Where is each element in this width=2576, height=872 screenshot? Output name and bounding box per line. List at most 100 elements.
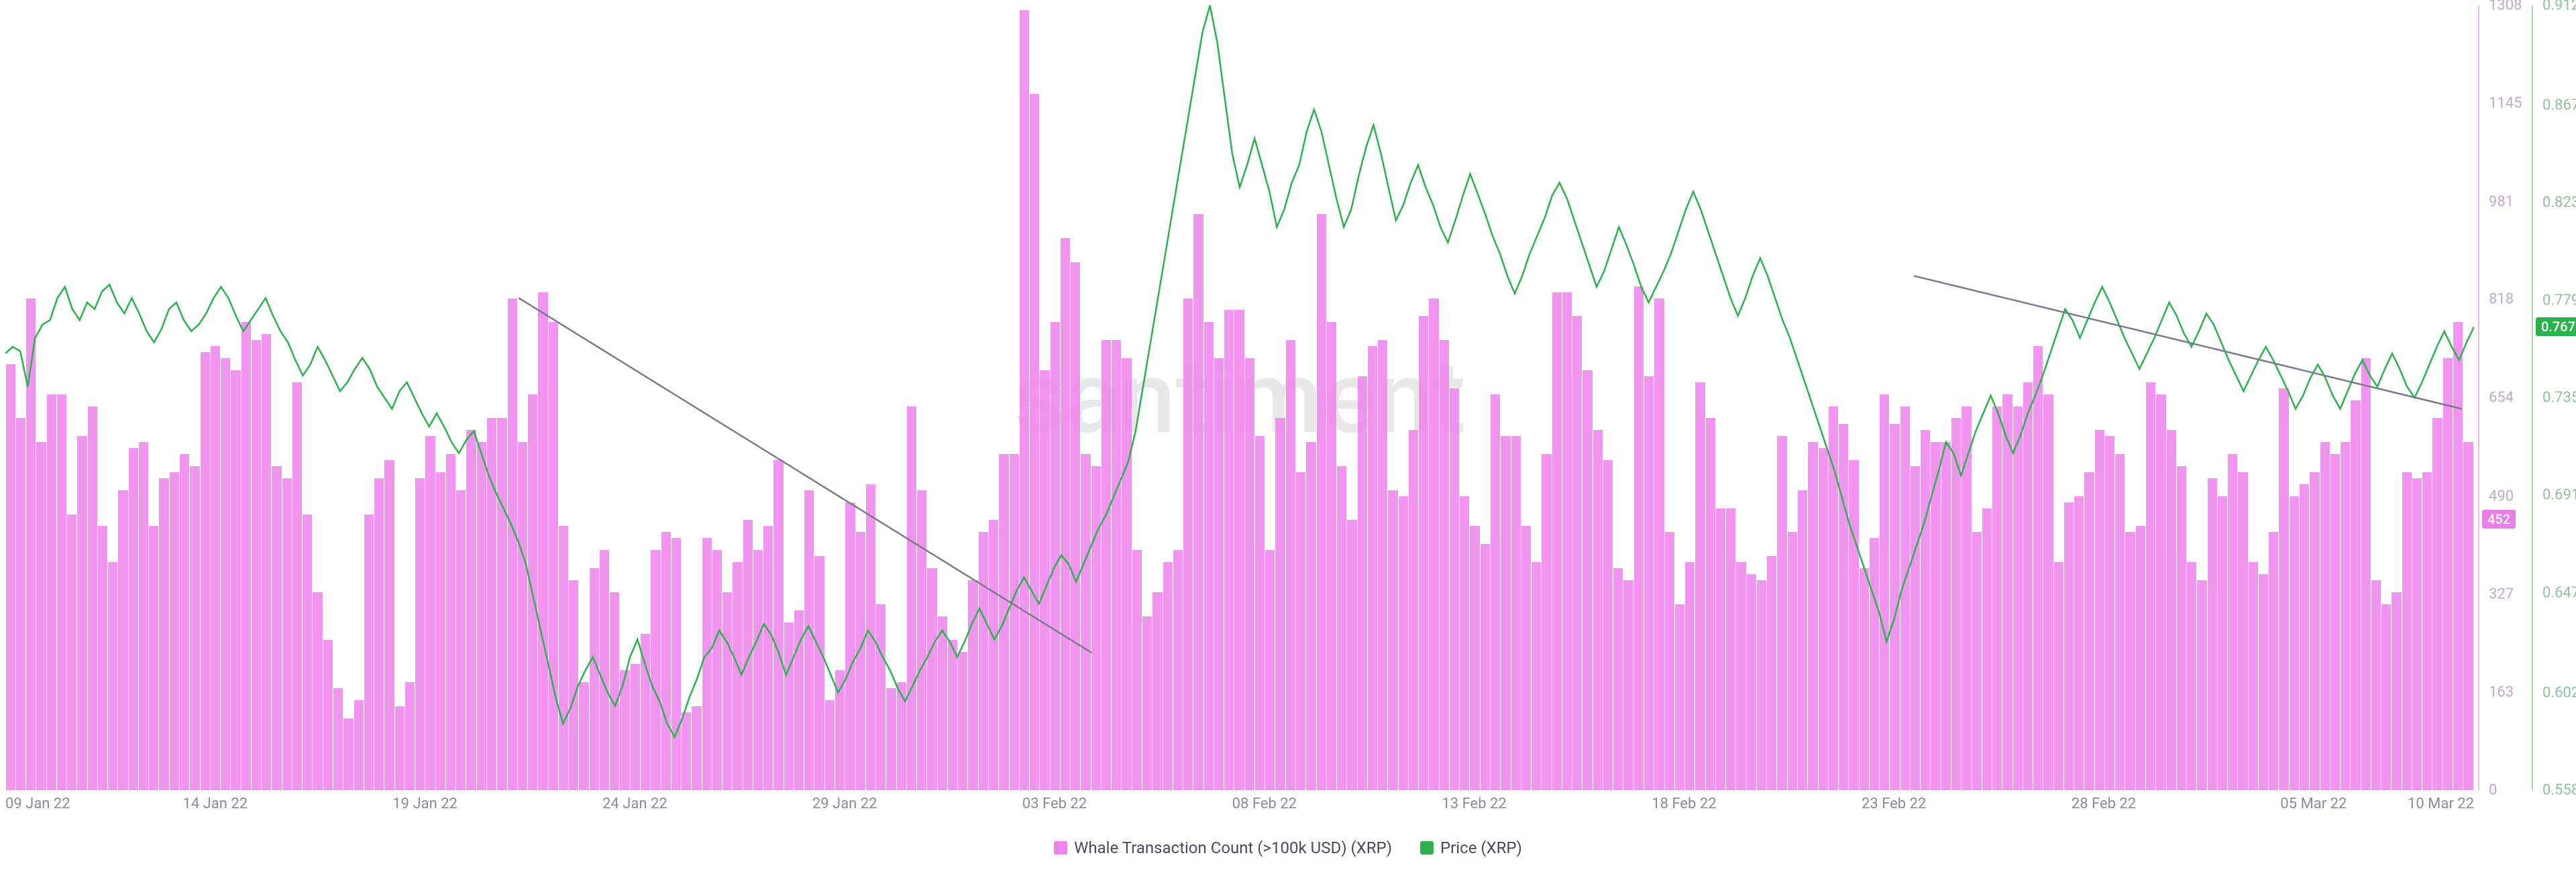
- bar: [47, 394, 56, 790]
- bar: [1562, 292, 1572, 790]
- bar: [2392, 592, 2401, 790]
- bar: [620, 670, 629, 790]
- bar: [2453, 322, 2463, 790]
- bar: [2279, 388, 2288, 790]
- x-axis-tick: 03 Feb 22: [1022, 796, 1087, 812]
- bar: [477, 442, 486, 790]
- bar: [1378, 340, 1387, 790]
- bar: [1368, 346, 1377, 790]
- price-axis-tick: 0.602: [2542, 684, 2576, 701]
- price-axis-tick: 0.735: [2542, 390, 2576, 406]
- bar: [1829, 406, 1838, 790]
- bar: [692, 706, 701, 790]
- bar: [1051, 322, 1060, 790]
- bar: [2218, 496, 2227, 790]
- bar: [979, 532, 988, 790]
- bar: [1163, 562, 1173, 790]
- bar: [1747, 574, 1756, 790]
- legend-swatch-bars: [1054, 841, 1067, 855]
- bar: [773, 460, 783, 790]
- bar: [999, 454, 1008, 790]
- bar: [825, 700, 835, 790]
- bar: [2095, 430, 2104, 790]
- bar: [1808, 442, 1817, 790]
- bar: [1399, 496, 1408, 790]
- bar: [1870, 538, 1879, 790]
- legend-label-bars: Whale Transaction Count (>100k USD) (XRP…: [1074, 838, 1392, 857]
- price-y-axis: 0.5580.6020.6470.6910.7350.7790.8230.867…: [2536, 5, 2576, 790]
- bar: [2105, 436, 2114, 790]
- bar: [672, 538, 681, 790]
- bar: [1142, 616, 1152, 790]
- bar: [1716, 508, 1725, 790]
- bar: [794, 610, 804, 790]
- price-axis-tick: 0.647: [2542, 584, 2576, 601]
- x-axis-tick: 13 Feb 22: [1442, 796, 1506, 812]
- x-axis-tick: 18 Feb 22: [1652, 796, 1716, 812]
- bar: [968, 580, 977, 790]
- bar: [1132, 550, 1142, 790]
- bar: [1931, 442, 1940, 790]
- bar: [139, 442, 148, 790]
- bar: [1695, 382, 1705, 790]
- bar: [1890, 424, 1899, 790]
- bar: [907, 406, 916, 790]
- bar: [1102, 340, 1111, 790]
- bar: [1900, 406, 1910, 790]
- price-axis-tick: 0.558: [2542, 782, 2576, 799]
- bar: [661, 532, 671, 790]
- bar: [1839, 424, 1848, 790]
- bar: [1081, 454, 1090, 790]
- bar: [1429, 298, 1438, 790]
- bar: [1849, 460, 1858, 790]
- bar: [2269, 532, 2278, 790]
- bar: [57, 394, 66, 790]
- bars-axis-tick: 654: [2489, 390, 2514, 406]
- bar: [1061, 238, 1070, 790]
- x-axis: 09 Jan 2214 Jan 2219 Jan 2224 Jan 2229 J…: [5, 796, 2474, 816]
- bar: [497, 418, 506, 790]
- bar: [897, 682, 906, 790]
- bars-axis-tick: 0: [2489, 782, 2497, 799]
- bar: [1317, 214, 1326, 790]
- bar: [538, 292, 547, 790]
- bar: [374, 478, 384, 790]
- bar: [876, 604, 885, 790]
- bar-series-container: [5, 5, 2474, 790]
- bar: [1644, 376, 1654, 790]
- bar: [1152, 592, 1162, 790]
- bar: [487, 418, 496, 790]
- bar: [1706, 418, 1715, 790]
- bar: [1481, 544, 1490, 790]
- bar: [384, 460, 394, 790]
- bars-axis-tick: 1145: [2489, 95, 2522, 111]
- bar: [2249, 562, 2258, 790]
- bar: [927, 568, 936, 790]
- bar: [1275, 418, 1285, 790]
- bar: [231, 370, 240, 790]
- bar: [2228, 454, 2237, 790]
- x-axis-tick: 28 Feb 22: [2072, 796, 2136, 812]
- bar: [2381, 604, 2391, 790]
- bar: [1880, 394, 1889, 790]
- bar: [1409, 430, 1418, 790]
- price-axis-line: [2532, 5, 2533, 790]
- legend-label-price: Price (XRP): [1440, 838, 1522, 857]
- bar: [1992, 406, 2002, 790]
- bar: [651, 550, 660, 790]
- bar: [1091, 466, 1101, 790]
- bar: [16, 418, 25, 790]
- bar: [98, 526, 107, 790]
- bar: [1777, 436, 1786, 790]
- bar: [1860, 568, 1869, 790]
- bar: [2330, 454, 2340, 790]
- bar: [835, 670, 845, 790]
- bar: [2043, 394, 2053, 790]
- bar: [2064, 502, 2074, 790]
- bar: [323, 640, 333, 790]
- bar: [2208, 478, 2217, 790]
- bar: [436, 472, 445, 790]
- bar: [1173, 550, 1183, 790]
- bar: [395, 706, 405, 790]
- bar: [2310, 472, 2319, 790]
